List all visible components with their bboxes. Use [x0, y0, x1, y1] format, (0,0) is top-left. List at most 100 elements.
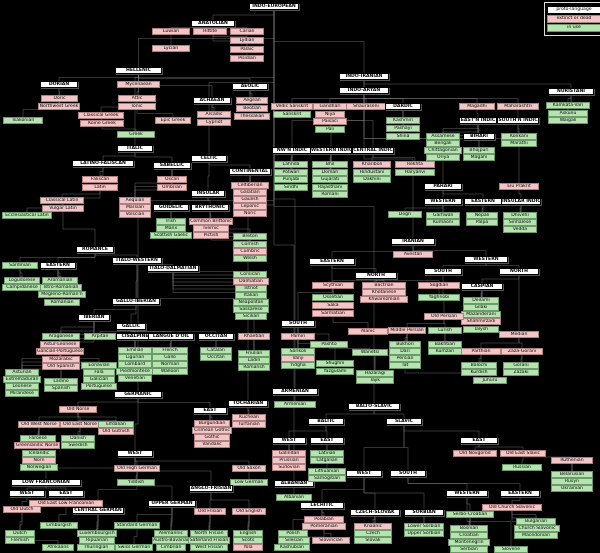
tree-node-czech: Czech: [354, 530, 392, 537]
tree-node-eonavian: Eonavian: [81, 362, 117, 369]
tree-link: [102, 152, 136, 160]
tree-node-khotanese: Khotanese: [362, 289, 406, 296]
tree-link: [323, 530, 332, 537]
tree-link: [58, 74, 139, 81]
tree-node-czechoslovak: CZECH-SLOVAK: [350, 509, 400, 516]
tree-link: [325, 410, 375, 418]
tree-link: [138, 74, 213, 97]
tree-node-romani: Romani: [312, 191, 348, 198]
tree-node-manx: Manx: [156, 225, 186, 232]
tree-node-sicilian: Sicilian: [235, 313, 267, 320]
tree-node-cumbric: Cumbric: [233, 248, 267, 255]
tree-node-marathi: Marathi: [501, 140, 537, 147]
tree-node-bhil: Bhil: [312, 161, 348, 168]
tree-node-luwian: Luwian: [152, 28, 190, 35]
tree-node-dakhini: Dakhini: [353, 176, 391, 183]
tree-link: [57, 253, 96, 262]
tree-node-magadhi: Magadhi: [459, 103, 495, 110]
tree-node-yazgulami: Yazgulami: [316, 368, 354, 375]
tree-link: [443, 320, 446, 327]
tree-link: [466, 497, 471, 511]
tree-link: [466, 497, 512, 546]
tree-node-oldeastlf: Old East Low Franconian: [29, 500, 103, 507]
tree-node-oldnovgorod: Old Novgorod: [453, 450, 497, 457]
tree-link: [332, 317, 369, 328]
tree-node-oldspanish: Old Spanish: [42, 363, 80, 370]
tree-node-shughni: Shughni: [316, 360, 354, 367]
tree-node-fala: Fala: [83, 369, 115, 376]
tree-node-pisidian: Pisidian: [230, 55, 264, 62]
tree-node-eastindic: EAST'N INDIC: [459, 117, 497, 124]
tree-link: [19, 513, 23, 530]
tree-node-serbian: Serbian: [450, 546, 488, 553]
tree-link: [97, 472, 138, 507]
tree-node-sudovian: Sudovian: [272, 464, 306, 471]
tree-node-burgundian: Burgundian: [194, 420, 230, 427]
tree-node-olddutch: Old Dutch: [3, 506, 41, 513]
tree-node-cypriot: Cypriot: [197, 119, 231, 126]
tree-node-polish: Polish: [278, 530, 308, 537]
tree-node-aegean: Aegean: [236, 97, 268, 104]
tree-node-slovincian: Slovincian: [312, 537, 350, 544]
tree-node-meglenoromanian: Megleno-Roman'n: [38, 291, 86, 298]
tree-node-silesian: Silesian: [278, 537, 310, 544]
tree-link: [210, 492, 250, 508]
tree-node-paisaci: Paisaci: [313, 118, 347, 125]
tree-node-dari: Dari: [389, 348, 421, 355]
tree-node-slovak: Slovak: [354, 537, 392, 544]
tree-node-southwest: SOUTH: [424, 268, 462, 275]
tree-node-persian: Persian: [389, 355, 421, 362]
tree-node-domari: Domari: [312, 169, 348, 176]
tree-node-easternromance: EASTERN: [40, 262, 76, 269]
tree-node-nuristani: NURISTANI: [548, 88, 594, 95]
tree-node-parthian: Parthian: [461, 348, 501, 355]
tree-node-neapolitan: Neapolitan: [233, 299, 269, 306]
tree-link: [412, 245, 487, 256]
tree-node-easternpahari: EASTERN: [464, 198, 502, 205]
tree-node-northfrisian: North Frisian: [190, 530, 228, 537]
tree-node-lahnda: Lahnda: [274, 161, 308, 168]
tree-link: [249, 90, 253, 97]
legend-item-in-use: in use: [547, 24, 600, 32]
tree-link: [77, 413, 117, 421]
tree-node-sorbian: SORBIAN: [404, 509, 444, 516]
tree-node-vulgarlatin: Vulgar Latin: [42, 205, 84, 212]
tree-node-indoaryan: INDO-ARYAN: [339, 87, 389, 94]
tree-node-breton: Breton: [233, 233, 267, 240]
tree-link: [101, 127, 137, 131]
tree-node-commonbrittonic: Common Brittonic: [189, 218, 233, 225]
tree-node-pamiri: Pamiri: [281, 333, 315, 340]
tree-node-sindhi: Sindhi: [274, 184, 308, 191]
tree-node-bactrian: Bactrian: [362, 282, 406, 289]
tree-link: [521, 457, 524, 464]
tree-link: [363, 94, 374, 147]
tree-node-kurdish: Kurdish: [461, 369, 497, 376]
tree-node-eastlf: EAST: [48, 490, 84, 497]
tree-node-westlf: WEST: [9, 490, 45, 497]
tree-node-insularindic: INSULAR INDIC: [501, 198, 541, 205]
tree-node-westfrisian: West Frisian: [190, 544, 228, 551]
tree-link: [138, 74, 251, 83]
tree-node-indoiranian: INDO-IRANIAN: [339, 73, 389, 80]
tree-node-knaanic: Knaanic: [354, 523, 392, 530]
tree-node-extremaduran: Extremaduran: [3, 376, 41, 383]
tree-node-wanetsi: Wanetsi: [352, 349, 388, 356]
tree-node-zazaki: Zazaki: [503, 369, 539, 376]
tree-node-middlepersian: Middle Persian: [388, 327, 426, 334]
tree-node-scottishgaelic: Scottish Gaelic: [150, 232, 192, 239]
tree-node-leponic: Leponic: [233, 203, 267, 210]
tree-node-asturleonese: Astur-Leonese: [40, 341, 80, 348]
tree-node-asturian: Asturian: [5, 369, 39, 376]
tree-link: [372, 516, 376, 523]
tree-node-galloiberian: GALLO-IBERIAN: [112, 298, 160, 305]
tree-node-khariboli: Khariboli: [353, 161, 391, 168]
tree-node-faroese: Faroese: [20, 435, 56, 442]
tree-link: [406, 320, 445, 327]
tree-node-yaghnobi: Yaghnobi: [418, 294, 460, 301]
tree-node-catalan: Catalan: [200, 347, 232, 354]
tree-node-bengali: Bengali: [426, 140, 460, 147]
tree-node-campidanese: Campidanese: [2, 284, 42, 291]
tree-node-saka: Saka: [312, 302, 354, 309]
tree-node-potwari: Potwari: [274, 169, 308, 176]
tree-link: [130, 305, 137, 323]
